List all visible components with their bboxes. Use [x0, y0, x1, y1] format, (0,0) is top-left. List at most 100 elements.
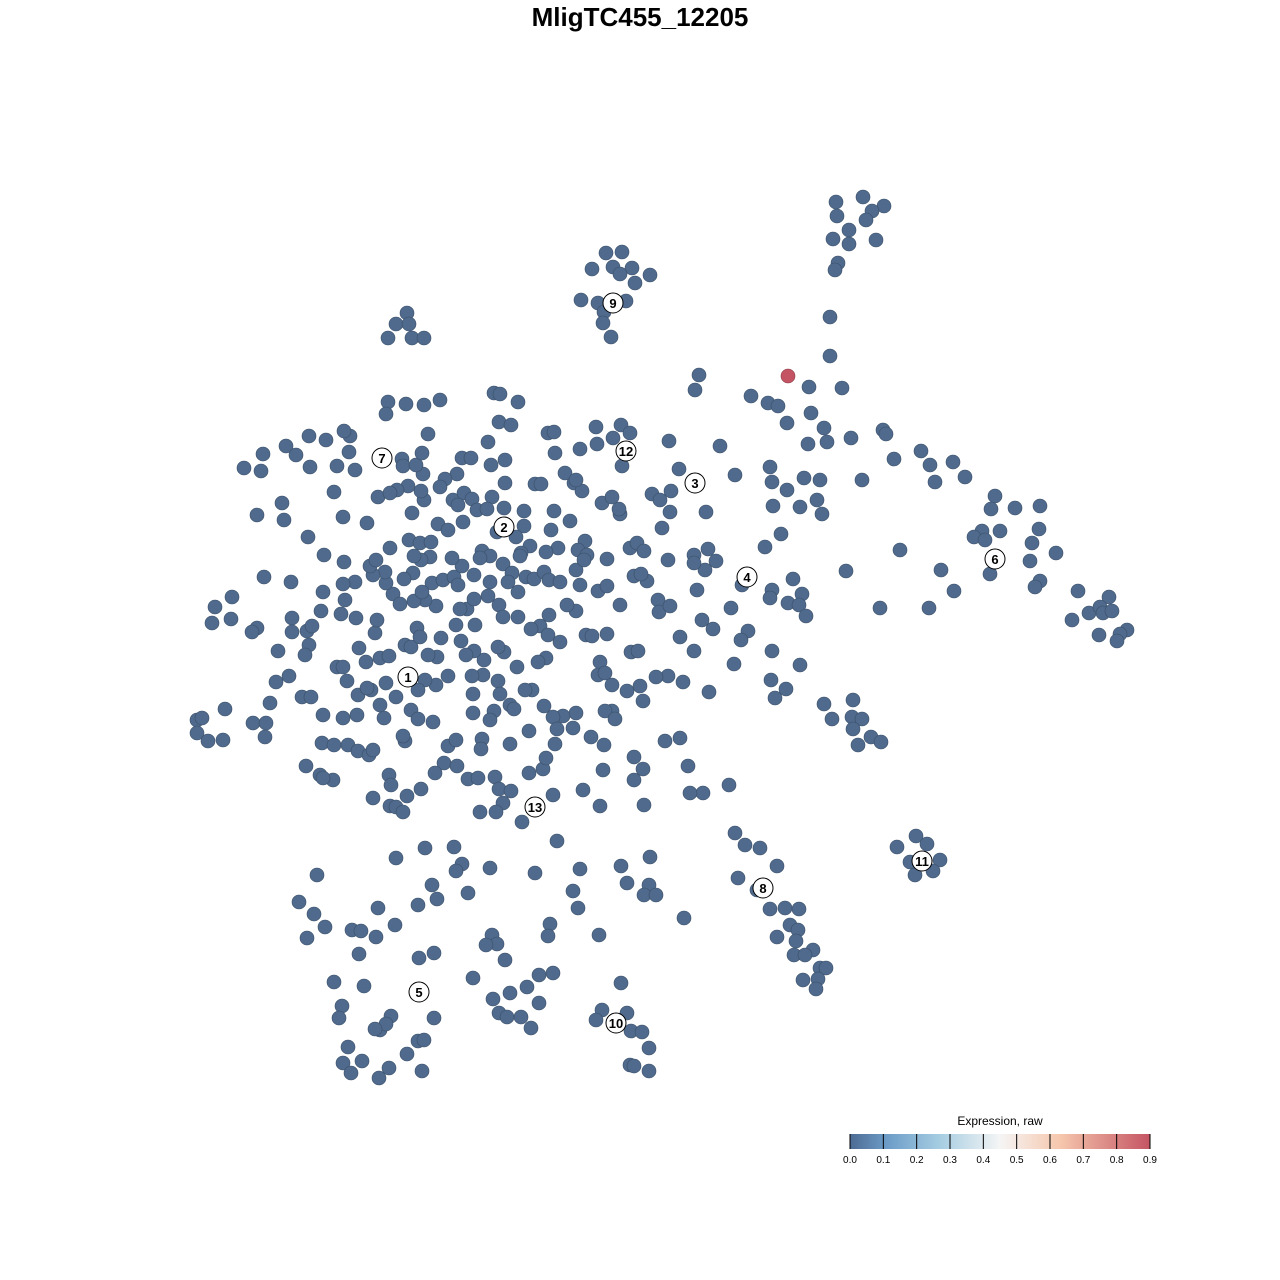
- data-point: [411, 950, 427, 966]
- data-point: [829, 208, 845, 224]
- cluster-label-circle: [984, 548, 1006, 570]
- data-point: [764, 474, 780, 490]
- data-point: [597, 703, 613, 719]
- data-point: [315, 584, 331, 600]
- data-point: [603, 329, 619, 345]
- data-point: [512, 548, 528, 564]
- data-point: [757, 539, 773, 555]
- data-point: [513, 1009, 529, 1025]
- data-point: [440, 668, 456, 684]
- data-point: [217, 701, 233, 717]
- points-layer: [189, 189, 1135, 1086]
- data-point: [541, 607, 557, 623]
- data-point: [500, 574, 516, 590]
- data-point: [662, 504, 678, 520]
- data-point: [450, 577, 466, 593]
- data-point: [482, 860, 498, 876]
- data-point: [549, 833, 565, 849]
- data-point: [244, 624, 260, 640]
- data-point: [388, 850, 404, 866]
- data-point: [599, 551, 615, 567]
- data-point: [987, 488, 1003, 504]
- data-point: [663, 483, 679, 499]
- data-point: [583, 729, 599, 745]
- data-point: [424, 877, 440, 893]
- data-point: [414, 445, 430, 461]
- data-point: [613, 975, 629, 991]
- data-point: [200, 733, 216, 749]
- data-point: [380, 330, 396, 346]
- data-point: [816, 696, 832, 712]
- cluster-label-circle: [397, 666, 419, 688]
- data-point: [351, 640, 367, 656]
- data-point: [399, 1046, 415, 1062]
- data-point: [921, 600, 937, 616]
- data-point: [1024, 535, 1040, 551]
- data-point: [762, 459, 778, 475]
- data-point: [671, 461, 687, 477]
- colorbar-tick-label: 0.0: [843, 1155, 857, 1166]
- data-point: [933, 562, 949, 578]
- data-point: [814, 506, 830, 522]
- data-point: [818, 960, 834, 976]
- colorbar-tick-label: 0.6: [1043, 1155, 1057, 1166]
- data-point: [572, 861, 588, 877]
- data-point: [1101, 589, 1117, 605]
- data-point: [889, 839, 905, 855]
- cluster-label-circle: [408, 981, 430, 1003]
- data-point: [592, 798, 608, 814]
- data-point: [465, 705, 481, 721]
- data-point: [463, 450, 479, 466]
- data-point: [256, 569, 272, 585]
- data-point: [538, 750, 554, 766]
- data-point: [194, 710, 210, 726]
- data-point: [627, 275, 643, 291]
- data-point: [326, 737, 342, 753]
- data-point: [843, 430, 859, 446]
- data-point: [236, 460, 252, 476]
- data-point: [919, 836, 935, 852]
- cluster-label: 7: [371, 447, 393, 469]
- data-point: [687, 382, 703, 398]
- data-point: [465, 970, 481, 986]
- data-point: [502, 985, 518, 1001]
- data-point: [565, 883, 581, 899]
- data-point: [800, 436, 816, 452]
- data-point: [540, 627, 556, 643]
- data-point: [492, 686, 508, 702]
- data-point: [721, 777, 737, 793]
- data-point: [612, 266, 628, 282]
- data-point: [552, 574, 568, 590]
- data-point: [510, 394, 526, 410]
- data-point: [336, 423, 352, 439]
- data-point: [1007, 500, 1023, 516]
- data-point: [589, 436, 605, 452]
- data-point: [878, 426, 894, 442]
- data-point: [365, 742, 381, 758]
- cluster-label-circle: [605, 1012, 627, 1034]
- data-point: [752, 840, 768, 856]
- data-point: [1064, 612, 1080, 628]
- data-point: [686, 555, 702, 571]
- data-point: [376, 710, 392, 726]
- data-point: [634, 1024, 650, 1040]
- cluster-label: 12: [615, 440, 637, 462]
- data-point: [641, 1063, 657, 1079]
- data-point: [1091, 627, 1107, 643]
- data-point: [335, 710, 351, 726]
- data-point: [576, 552, 592, 568]
- data-point: [398, 396, 414, 412]
- data-point: [932, 852, 948, 868]
- data-point: [410, 682, 426, 698]
- data-point: [268, 674, 284, 690]
- data-point: [482, 712, 498, 728]
- data-point: [527, 865, 543, 881]
- data-point: [854, 711, 870, 727]
- data-point: [779, 482, 795, 498]
- data-point: [607, 711, 623, 727]
- cluster-label-text: 7: [378, 451, 385, 466]
- data-point: [519, 979, 535, 995]
- data-point: [245, 715, 261, 731]
- data-point: [510, 584, 526, 600]
